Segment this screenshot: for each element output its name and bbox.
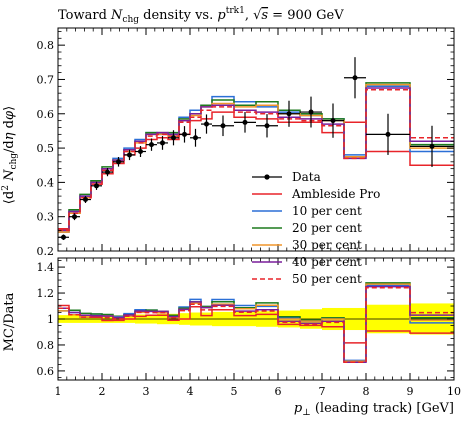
legend-entry: 40 per cent: [252, 255, 362, 269]
main-frame: [57, 27, 455, 252]
data-point: [168, 130, 179, 146]
y-tick-label-ratio: 1.2: [37, 287, 55, 300]
legend-entry: 10 per cent: [252, 204, 362, 218]
y-tick-label-ratio: 1: [47, 313, 54, 326]
data-point: [135, 146, 146, 157]
legend: Data Ambleside Pro 10 per cent 20 per cent 3…: [252, 170, 380, 286]
main-panel: [58, 57, 454, 241]
data-point: [157, 136, 168, 150]
legend-label: 30 per cent: [292, 238, 362, 252]
data-point: [344, 57, 366, 99]
axes: 1 2 3 4 5 6 7 8 9 10 0.2 0.3 0.4 0.5 0.6 0.7 0.8 0.6 0.8 1 1…: [37, 27, 461, 398]
legend-label: 10 per cent: [292, 204, 362, 218]
ratio-series-ambleside-pro: [58, 304, 454, 344]
data-point: [366, 113, 410, 155]
y-tick-label-ratio: 0.8: [37, 339, 55, 352]
y-tick-label-main: 0.2: [37, 245, 55, 258]
data-point: [300, 96, 322, 128]
legend-label: Data: [292, 170, 321, 184]
data-point: [91, 181, 102, 190]
y-tick-label-ratio: 1.4: [37, 261, 55, 274]
series-50-per-cent: [58, 89, 454, 232]
legend-entry: Ambleside Pro: [252, 187, 380, 201]
x-tick-label: 6: [275, 385, 282, 398]
y-tick-label-main: 0.4: [37, 176, 55, 189]
x-tick-label: 2: [99, 385, 106, 398]
x-tick-label: 3: [143, 385, 150, 398]
x-tick-label: 7: [319, 385, 326, 398]
data-point: [80, 196, 91, 203]
data-point: [278, 100, 300, 127]
legend-entry: 30 per cent: [252, 238, 362, 252]
y-tick-label-ratio: 0.6: [37, 365, 55, 378]
data-point: [212, 115, 234, 137]
data-point: [234, 112, 256, 133]
x-tick-label: 9: [407, 385, 414, 398]
data-point: [69, 213, 80, 221]
x-tick-label: 1: [55, 385, 62, 398]
y-tick-label-main: 0.5: [37, 142, 55, 155]
y-tick-label-main: 0.7: [37, 73, 55, 86]
data-point: [322, 103, 344, 138]
data-point: [179, 126, 190, 143]
legend-entry: 20 per cent: [252, 221, 362, 235]
legend-entry: Data: [252, 170, 321, 184]
data-point: [410, 125, 454, 167]
x-tick-label: 10: [447, 385, 461, 398]
y-tick-label-main: 0.8: [37, 39, 55, 52]
legend-label: 50 per cent: [292, 272, 362, 286]
data-point: [201, 114, 212, 134]
legend-entry: 50 per cent: [252, 272, 362, 286]
data-point: [113, 156, 124, 167]
data-point: [124, 149, 135, 161]
x-axis-label: p⊥ (leading track) [GeV]: [294, 401, 454, 418]
legend-label: 20 per cent: [292, 221, 362, 235]
data-point: [102, 167, 113, 177]
series-40-per-cent: [58, 87, 454, 232]
y-axis-label-ratio: MC/Data: [2, 292, 17, 351]
y-axis-label-main: ⟨d2 Nchg/dη dφ⟩: [1, 106, 19, 204]
chart-title: Toward Nchg density vs. ptrk1, √s = 900 …: [58, 6, 344, 25]
ratio-series-50-per-cent: [58, 287, 454, 364]
data-point: [146, 138, 157, 151]
y-tick-label-main: 0.3: [37, 211, 55, 224]
data-point: [256, 114, 278, 138]
y-tick-label-main: 0.6: [37, 108, 55, 121]
legend-label: 40 per cent: [292, 255, 362, 269]
data-point: [190, 128, 201, 147]
legend-label: Ambleside Pro: [291, 187, 380, 201]
x-tick-label: 5: [231, 385, 238, 398]
x-tick-label: 8: [363, 385, 370, 398]
x-tick-label: 4: [187, 385, 194, 398]
ratio-panel: [58, 282, 454, 364]
